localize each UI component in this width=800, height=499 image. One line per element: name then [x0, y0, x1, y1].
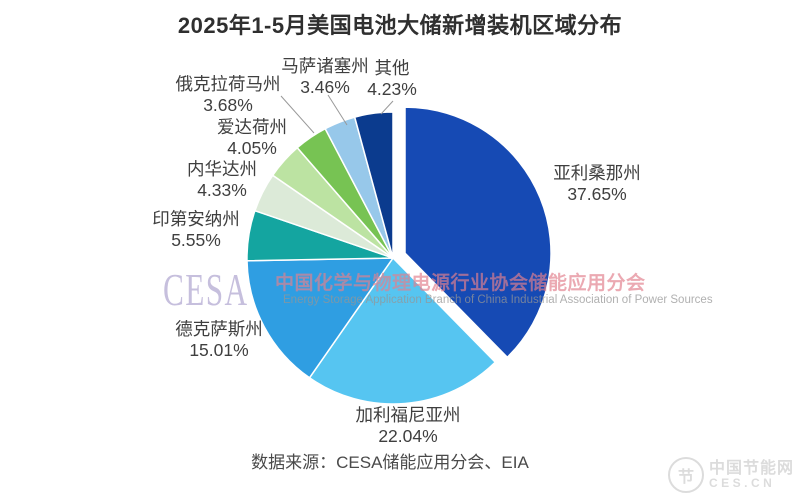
pie-slice-2 — [308, 256, 497, 405]
pie-slice-label-6: 爱达荷州 4.05% — [217, 117, 287, 160]
slice-percent: 22.04% — [378, 426, 438, 447]
data-source-note: 数据来源：CESA储能应用分会、EIA — [251, 453, 529, 472]
slice-name: 德克萨斯州 — [175, 319, 263, 339]
pie-slice-label-4: 印第安纳州 5.55% — [152, 209, 240, 252]
slice-name: 亚利桑那州 — [553, 163, 641, 183]
pie-slice-3 — [246, 257, 395, 379]
slice-percent: 15.01% — [189, 340, 249, 361]
slice-name: 加利福尼亚州 — [355, 405, 461, 425]
site-watermark: 节 中国节能网 CES.CN — [667, 457, 794, 493]
leader-line-2 — [327, 94, 348, 126]
pie-slice-9 — [353, 111, 394, 259]
site-name-cn: 中国节能网 — [708, 459, 794, 477]
slice-percent: 4.05% — [227, 138, 277, 159]
slice-percent: 4.23% — [367, 79, 417, 100]
pie-slice-label-8: 马萨诸塞州 3.46% — [281, 56, 369, 99]
pie-slice-label-9: 其他 4.23% — [367, 58, 417, 101]
slice-name: 俄克拉荷马州 — [175, 74, 281, 94]
slice-name: 内华达州 — [187, 159, 257, 179]
slice-percent: 3.46% — [300, 77, 350, 98]
cesa-watermark-cn: 中国化学与物理电源行业协会储能应用分会 — [275, 273, 646, 294]
pie-slice-label-3: 德克萨斯州 15.01% — [175, 319, 263, 362]
slice-name: 其他 — [374, 58, 410, 78]
pie-slice-label-1: 亚利桑那州 37.65% — [553, 163, 641, 206]
site-name-en: CES.CN — [708, 476, 776, 491]
pie-slice-label-5: 内华达州 4.33% — [187, 159, 257, 202]
slice-name: 马萨诸塞州 — [281, 56, 369, 76]
chart-title: 2025年1-5月美国电池大储新增装机区域分布 — [177, 13, 623, 38]
slice-percent: 4.33% — [197, 180, 247, 201]
leader-line-3 — [380, 100, 394, 115]
slice-percent: 37.65% — [567, 184, 627, 205]
pie-slice-1 — [404, 106, 552, 359]
leader-line-1 — [280, 95, 315, 134]
cesa-watermark-en: Energy Storage Application Branch of Chi… — [283, 294, 713, 306]
slice-percent: 3.68% — [203, 95, 253, 116]
slice-name: 印第安纳州 — [152, 209, 240, 229]
slice-name: 爱达荷州 — [217, 117, 287, 137]
cesa-watermark-logo: CESA — [163, 264, 249, 315]
pie-slice-label-2: 加利福尼亚州 22.04% — [356, 405, 461, 448]
slice-percent: 5.55% — [171, 230, 221, 251]
site-logo-icon: 节 — [667, 457, 704, 493]
pie-slice-label-7: 俄克拉荷马州 3.68% — [176, 74, 281, 117]
